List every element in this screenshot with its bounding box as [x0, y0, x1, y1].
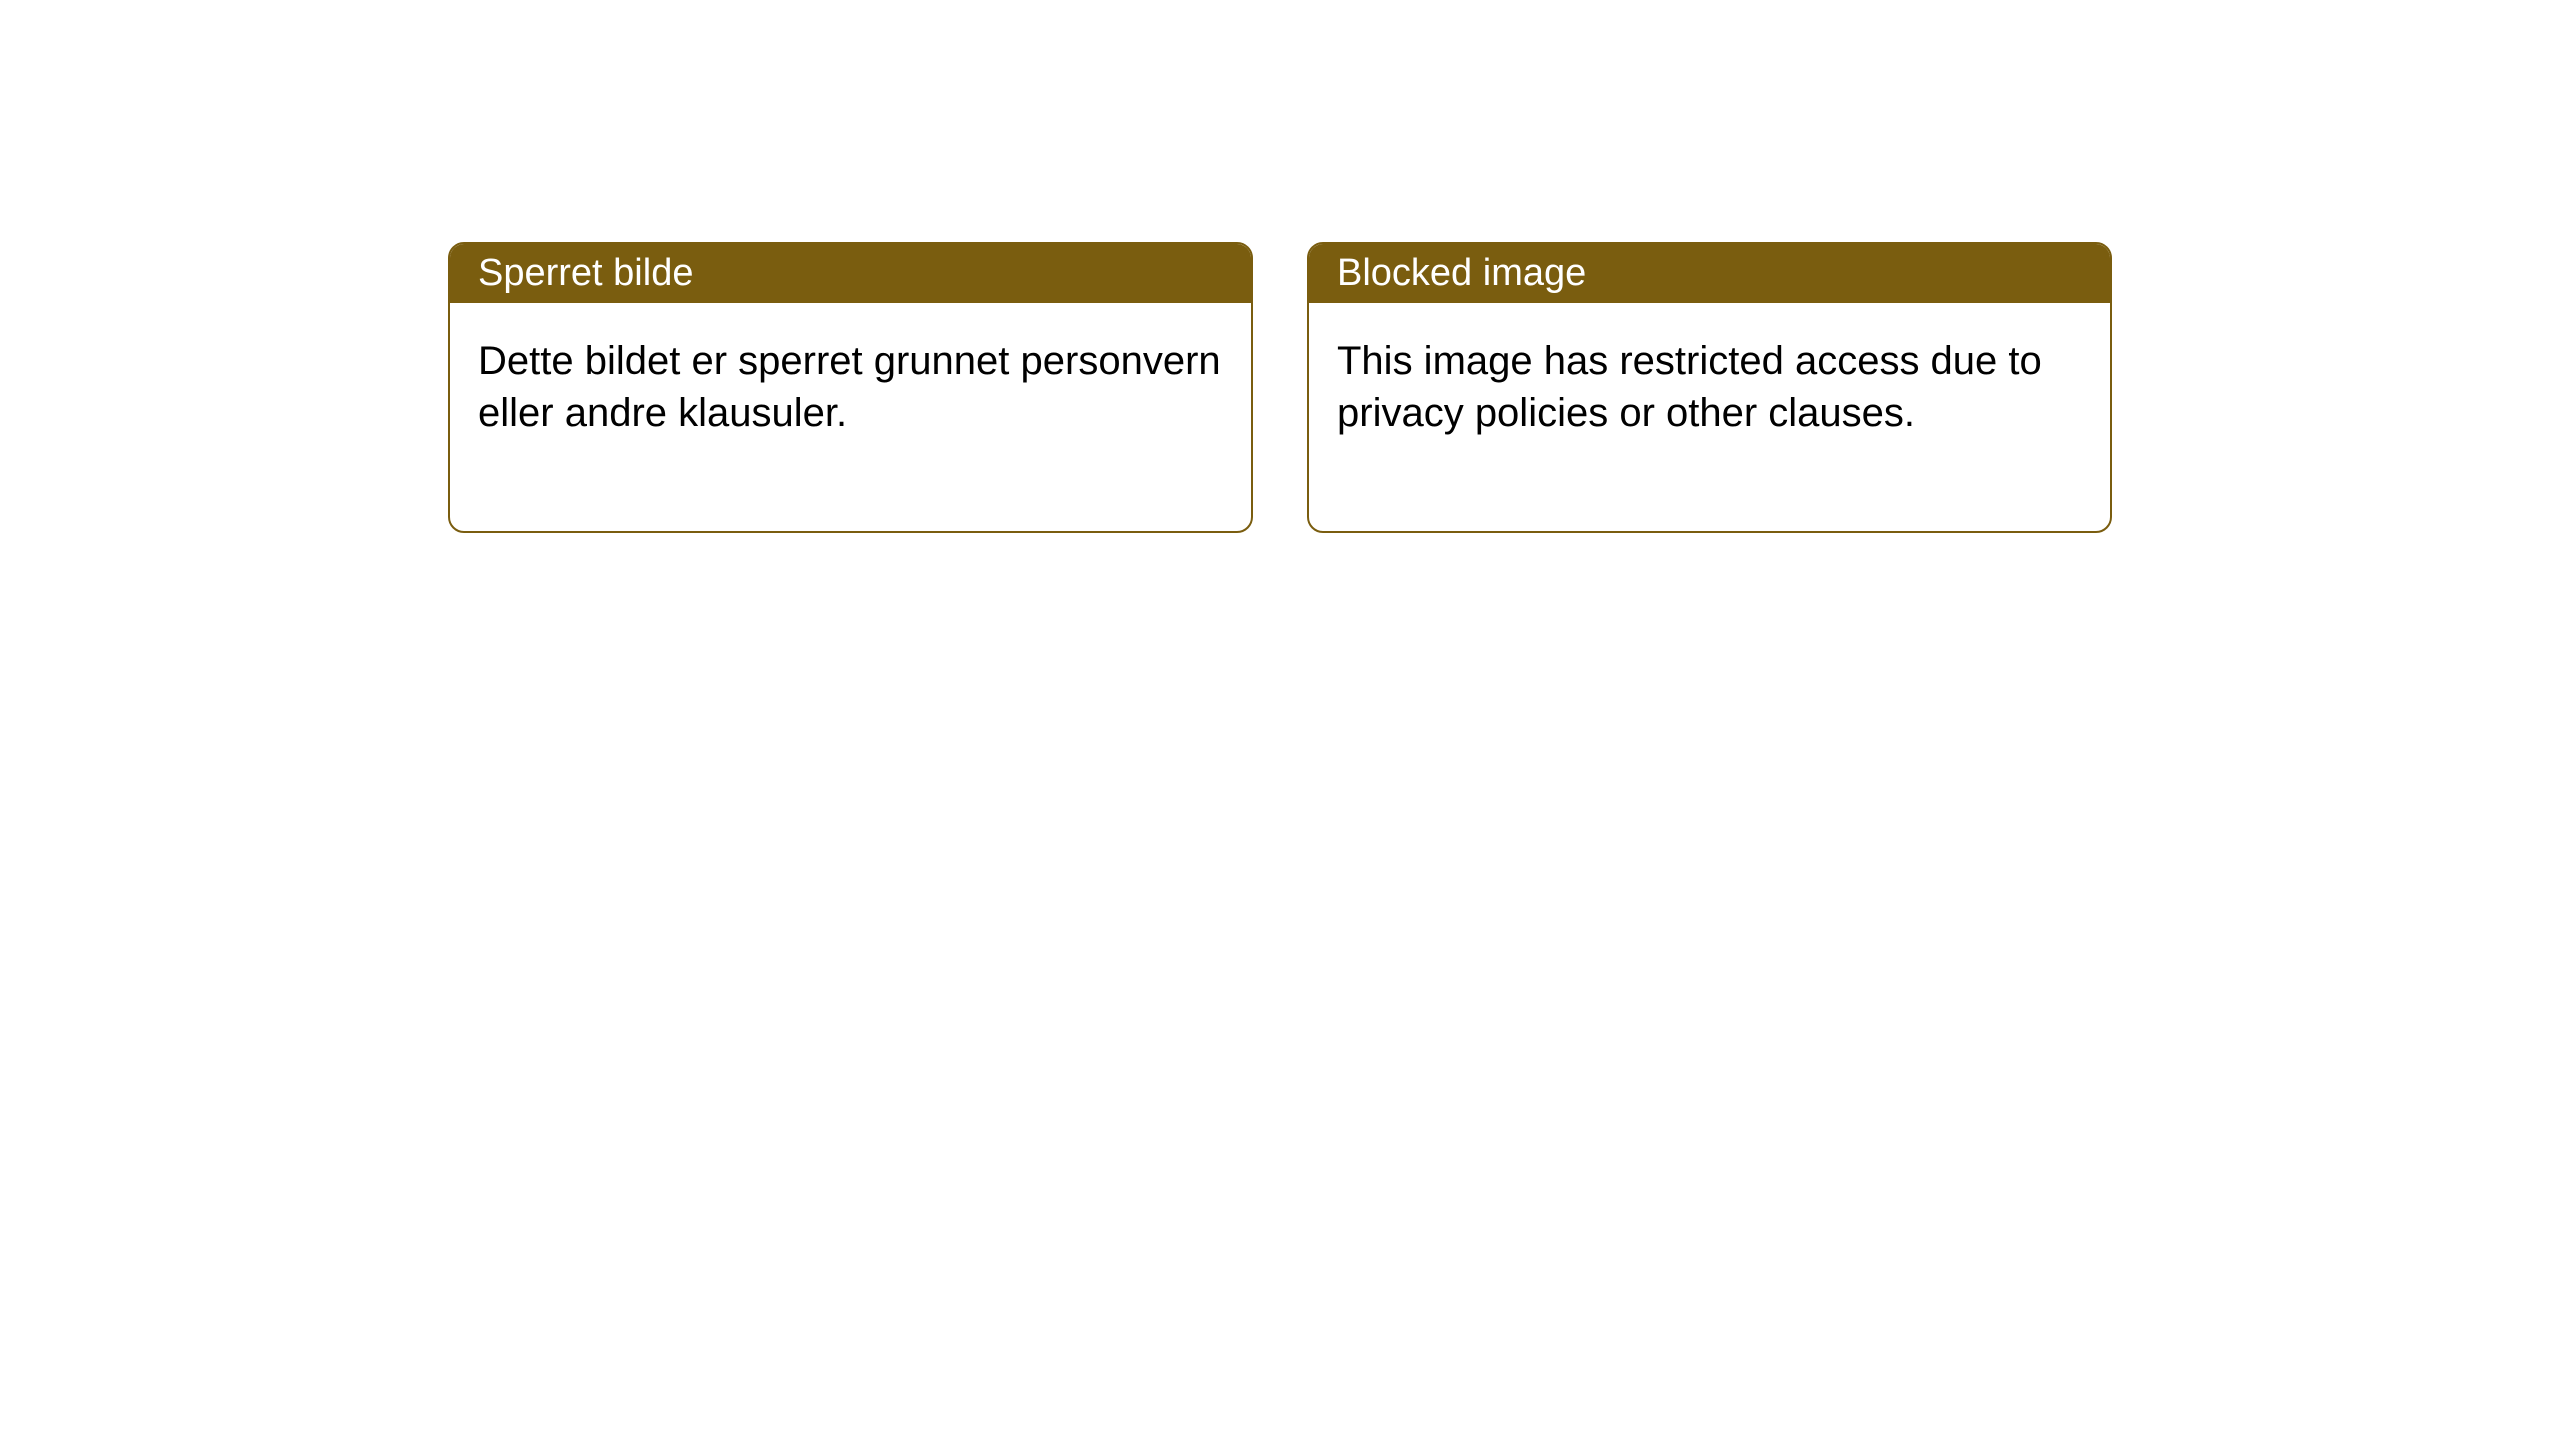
- notice-container: Sperret bilde Dette bildet er sperret gr…: [448, 242, 2112, 533]
- notice-body: Dette bildet er sperret grunnet personve…: [450, 303, 1251, 531]
- notice-header: Sperret bilde: [450, 244, 1251, 303]
- notice-title: Blocked image: [1337, 252, 1586, 294]
- notice-message: This image has restricted access due to …: [1337, 339, 2042, 435]
- notice-message: Dette bildet er sperret grunnet personve…: [478, 339, 1221, 435]
- notice-body: This image has restricted access due to …: [1309, 303, 2110, 531]
- notice-box-norwegian: Sperret bilde Dette bildet er sperret gr…: [448, 242, 1253, 533]
- notice-title: Sperret bilde: [478, 252, 693, 294]
- notice-box-english: Blocked image This image has restricted …: [1307, 242, 2112, 533]
- notice-header: Blocked image: [1309, 244, 2110, 303]
